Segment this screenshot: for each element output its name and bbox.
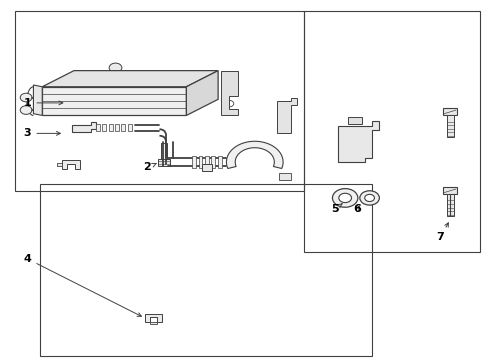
Text: 2: 2	[144, 162, 156, 172]
Text: 5: 5	[332, 204, 342, 214]
Polygon shape	[198, 156, 202, 168]
Polygon shape	[109, 124, 113, 131]
Circle shape	[339, 193, 351, 203]
Polygon shape	[205, 156, 209, 168]
Bar	[40, 184, 372, 356]
Circle shape	[332, 189, 358, 207]
Text: 1: 1	[24, 98, 63, 108]
Polygon shape	[145, 314, 162, 321]
Text: 4: 4	[24, 254, 142, 316]
Polygon shape	[447, 116, 454, 137]
Polygon shape	[202, 164, 212, 171]
Polygon shape	[347, 117, 362, 125]
Circle shape	[360, 191, 379, 205]
Polygon shape	[218, 156, 221, 168]
Polygon shape	[96, 124, 100, 131]
Polygon shape	[102, 124, 106, 131]
Polygon shape	[338, 121, 379, 162]
Circle shape	[20, 106, 32, 114]
Polygon shape	[158, 159, 171, 166]
Text: 6: 6	[353, 204, 361, 214]
Polygon shape	[150, 321, 157, 324]
Bar	[304, 12, 480, 252]
Polygon shape	[192, 156, 196, 168]
Polygon shape	[220, 71, 238, 116]
Circle shape	[20, 93, 32, 102]
Polygon shape	[62, 160, 80, 169]
Polygon shape	[42, 71, 218, 87]
Polygon shape	[277, 98, 297, 134]
Polygon shape	[72, 122, 96, 132]
Text: 7: 7	[437, 223, 448, 242]
Polygon shape	[443, 187, 457, 194]
Circle shape	[365, 194, 374, 202]
Polygon shape	[128, 124, 132, 131]
Polygon shape	[33, 85, 42, 116]
Polygon shape	[447, 194, 454, 216]
Circle shape	[109, 63, 122, 72]
Polygon shape	[226, 141, 283, 168]
Polygon shape	[161, 143, 167, 161]
Polygon shape	[211, 156, 215, 168]
Polygon shape	[57, 163, 62, 166]
Polygon shape	[122, 124, 125, 131]
Polygon shape	[279, 173, 292, 180]
Polygon shape	[443, 108, 457, 116]
Bar	[15, 12, 304, 191]
Polygon shape	[115, 124, 119, 131]
Polygon shape	[186, 71, 218, 116]
Polygon shape	[42, 87, 186, 116]
Text: 3: 3	[24, 129, 60, 138]
